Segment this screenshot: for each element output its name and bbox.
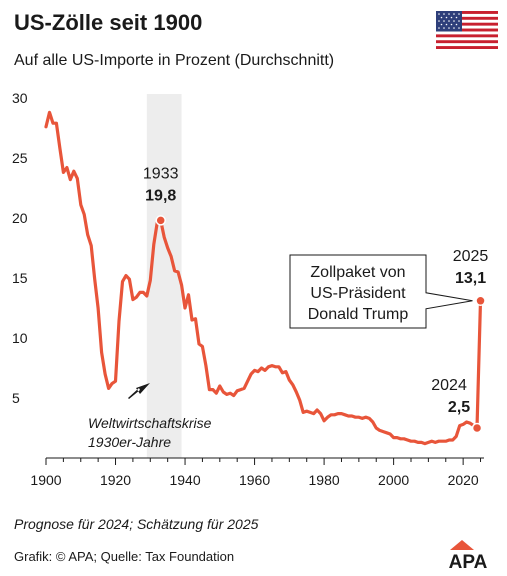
x-axis: 1900 1920 1940 1960 1980 2000 2020 xyxy=(30,457,484,488)
x-tick-label: 1920 xyxy=(100,472,131,488)
highlight-point-a2025 xyxy=(475,295,486,307)
annotation-2024-year: 2024 xyxy=(431,377,467,394)
highlight-point-a2024 xyxy=(471,422,483,434)
y-tick-label: 15 xyxy=(12,270,28,286)
highlight-points xyxy=(155,215,486,434)
callout-line1: Zollpaket von xyxy=(310,264,405,281)
y-tick-label: 25 xyxy=(12,150,28,166)
crisis-shaded-region xyxy=(146,94,182,458)
us-flag-icon xyxy=(436,11,498,49)
y-tick-label: 5 xyxy=(12,390,20,406)
source-credit: Grafik: © APA; Quelle: Tax Foundation xyxy=(14,549,235,564)
callout-line2: US-Präsident xyxy=(310,285,406,302)
x-tick-label: 1960 xyxy=(239,472,270,488)
highlight-point-a1933 xyxy=(155,215,166,226)
crisis-label-line2: 1930er-Jahre xyxy=(88,434,171,450)
forecast-note: Prognose für 2024; Schätzung für 2025 xyxy=(14,516,259,532)
arrow-icon xyxy=(128,383,150,399)
apa-logo: APA xyxy=(449,540,488,570)
callout-line3: Donald Trump xyxy=(308,306,409,323)
apa-logo-text: APA xyxy=(449,552,488,570)
annotation-2025-value: 13,1 xyxy=(455,270,486,287)
y-tick-label: 20 xyxy=(12,210,28,226)
annotation-2025-year: 2025 xyxy=(453,248,489,265)
apa-logo-triangle xyxy=(450,540,474,550)
tariff-series-line xyxy=(44,110,483,446)
callout-box: Zollpaket von US-Präsident Donald Trump xyxy=(289,254,473,329)
x-tick-label: 1940 xyxy=(169,472,200,488)
y-tick-label: 10 xyxy=(12,330,28,346)
x-tick-label: 1980 xyxy=(309,472,340,488)
x-tick-label: 2020 xyxy=(448,472,479,488)
callout-border xyxy=(289,254,473,329)
crisis-label: Weltwirtschaftskrise 1930er-Jahre xyxy=(88,383,212,450)
annotation-1933-year: 1933 xyxy=(143,165,179,182)
annotation-1933-value: 19,8 xyxy=(145,187,176,204)
crisis-label-line1: Weltwirtschaftskrise xyxy=(88,415,212,431)
x-tick-label: 2000 xyxy=(378,472,409,488)
y-axis: 5 10 15 20 25 30 xyxy=(12,90,28,406)
x-tick-label: 1900 xyxy=(30,472,61,488)
annotations: 1933 19,8 2024 2,5 2025 13,1 xyxy=(143,165,489,416)
chart-title: US-Zölle seit 1900 xyxy=(14,10,203,35)
y-tick-label: 30 xyxy=(12,90,28,106)
annotation-2024-value: 2,5 xyxy=(448,399,470,416)
chart-subtitle: Auf alle US-Importe in Prozent (Durchsch… xyxy=(14,52,335,69)
